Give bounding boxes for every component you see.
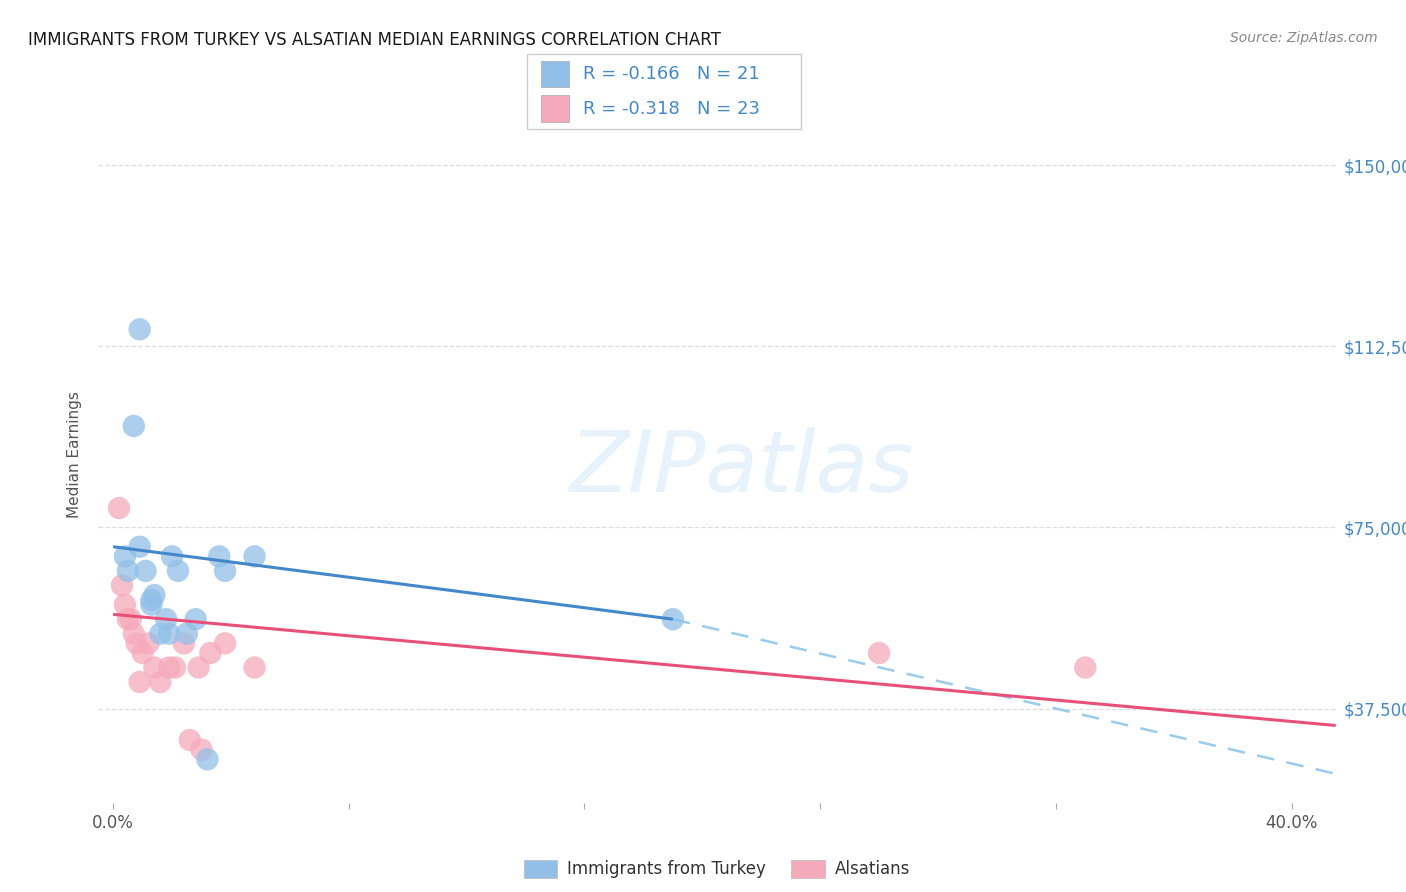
Point — [128, 322, 150, 336]
Point — [1074, 660, 1097, 674]
Point — [187, 660, 209, 674]
Point — [197, 752, 219, 766]
Point — [214, 636, 236, 650]
Point — [138, 636, 160, 650]
Point — [114, 598, 136, 612]
Point — [157, 626, 180, 640]
Point — [108, 501, 131, 516]
Text: IMMIGRANTS FROM TURKEY VS ALSATIAN MEDIAN EARNINGS CORRELATION CHART: IMMIGRANTS FROM TURKEY VS ALSATIAN MEDIA… — [28, 31, 721, 49]
Point — [117, 612, 139, 626]
Point — [149, 626, 172, 640]
Legend: Immigrants from Turkey, Alsatians: Immigrants from Turkey, Alsatians — [517, 853, 917, 885]
Point — [143, 588, 166, 602]
Text: ZIPatlas: ZIPatlas — [569, 427, 914, 510]
Point — [141, 592, 163, 607]
Text: R = -0.318   N = 23: R = -0.318 N = 23 — [583, 100, 761, 118]
Point — [160, 549, 183, 564]
Point — [157, 660, 180, 674]
Point — [111, 578, 134, 592]
Point — [128, 540, 150, 554]
Point — [120, 612, 142, 626]
Point — [149, 675, 172, 690]
Y-axis label: Median Earnings: Median Earnings — [67, 392, 83, 518]
Point — [200, 646, 222, 660]
Point — [117, 564, 139, 578]
Text: R = -0.166   N = 21: R = -0.166 N = 21 — [583, 65, 761, 83]
Text: Source: ZipAtlas.com: Source: ZipAtlas.com — [1230, 31, 1378, 45]
Point — [179, 733, 201, 747]
Point — [163, 660, 186, 674]
Point — [662, 612, 685, 626]
Point — [122, 419, 145, 434]
Point — [176, 626, 198, 640]
Point — [243, 660, 266, 674]
Point — [114, 549, 136, 564]
Point — [155, 612, 177, 626]
Point — [128, 675, 150, 690]
Point — [122, 626, 145, 640]
Point — [184, 612, 207, 626]
Point — [243, 549, 266, 564]
Point — [214, 564, 236, 578]
Point — [173, 636, 195, 650]
Point — [131, 646, 153, 660]
Point — [208, 549, 231, 564]
Point — [141, 598, 163, 612]
Point — [143, 660, 166, 674]
Point — [167, 564, 190, 578]
Point — [868, 646, 890, 660]
Point — [135, 564, 157, 578]
Point — [190, 742, 212, 756]
Point — [125, 636, 148, 650]
